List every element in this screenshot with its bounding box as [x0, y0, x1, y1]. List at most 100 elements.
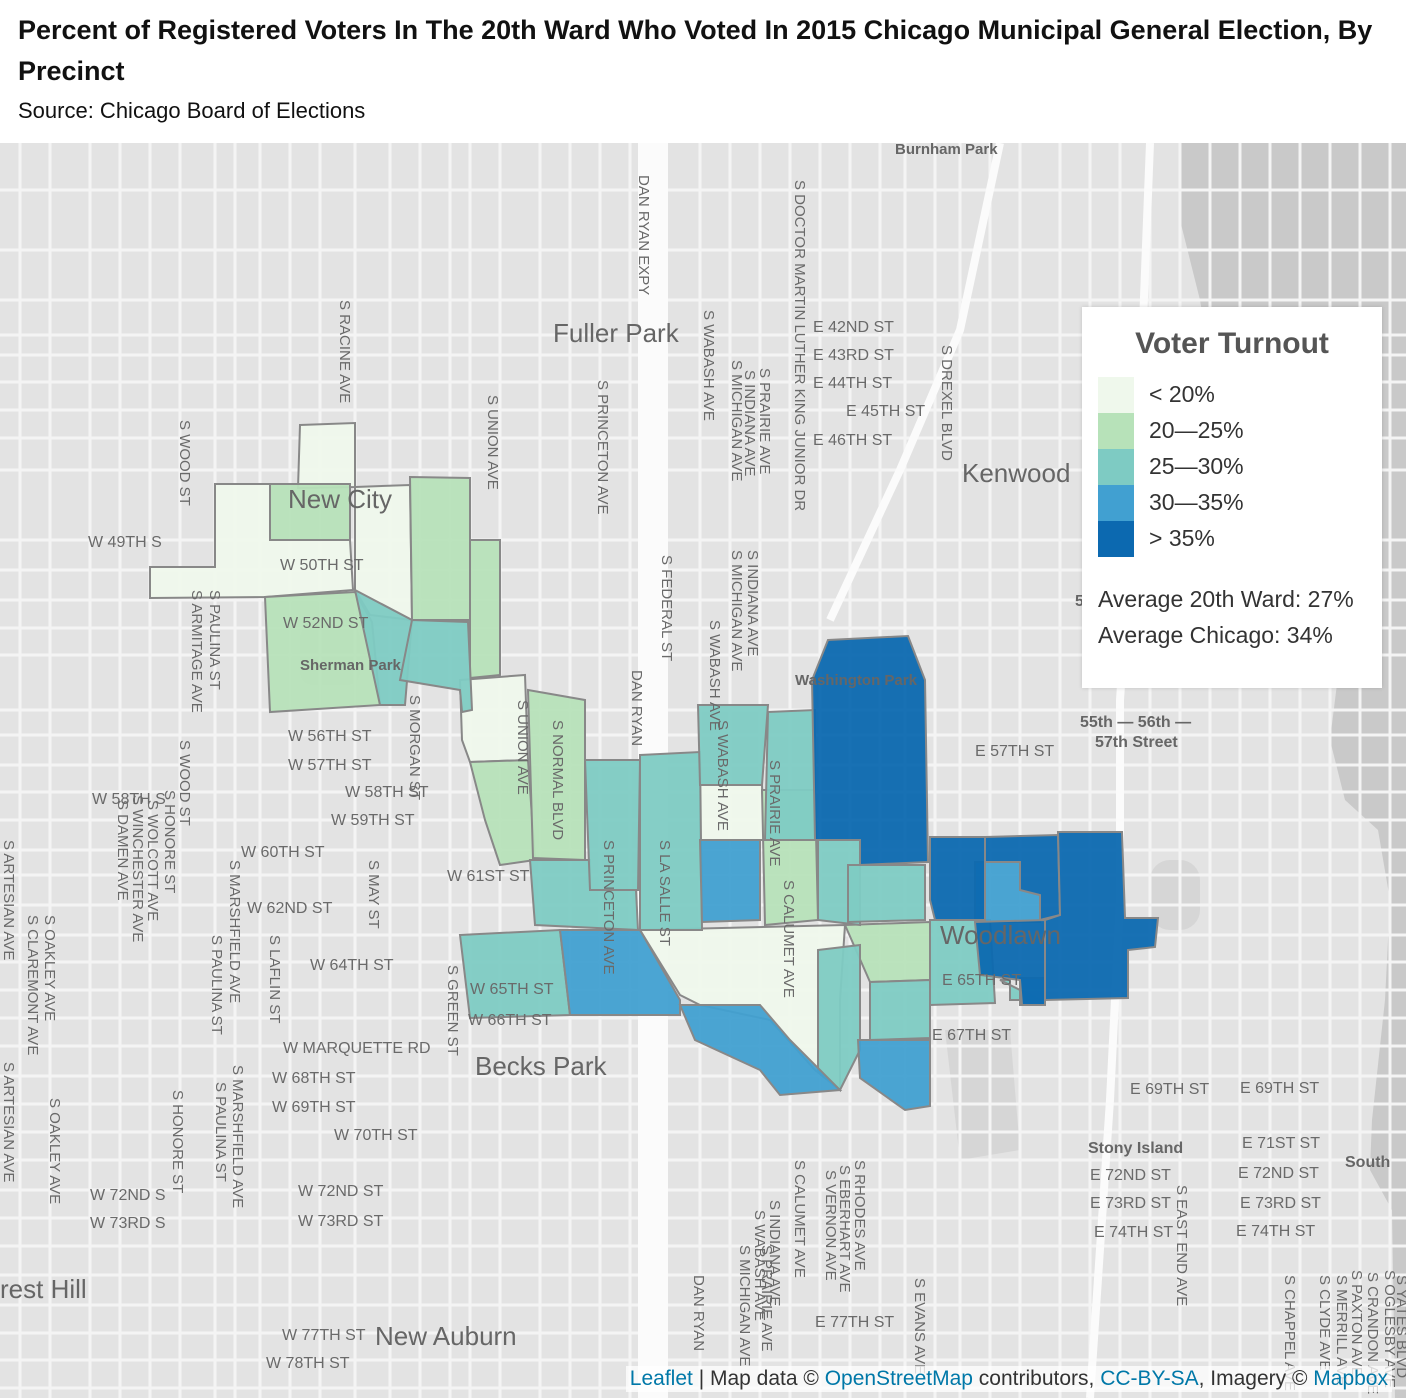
street-label: S YATES BLVD: [1393, 1275, 1406, 1378]
leaflet-link[interactable]: Leaflet: [629, 1367, 693, 1390]
place-label: Becks Park: [475, 1051, 607, 1081]
street-label: S EBERHART AVE: [836, 1165, 853, 1293]
street-label: S MAY ST: [365, 860, 382, 929]
legend-average-ward: Average 20th Ward: 27%: [1098, 586, 1354, 612]
street-label: S ARTESIAN AVE: [0, 840, 17, 960]
place-label: Sherman Park: [300, 657, 402, 674]
precinct[interactable]: [469, 539, 501, 680]
precinct[interactable]: [810, 634, 930, 867]
precinct[interactable]: [817, 943, 861, 1092]
place-label: rest Hill: [0, 1274, 87, 1304]
street-label: W 52ND ST: [283, 615, 369, 632]
street-label: E 69TH ST: [1130, 1081, 1209, 1098]
street-label: DAN RYAN EXPY: [635, 175, 652, 295]
attribution-text: contributors,: [972, 1367, 1101, 1390]
precinct[interactable]: [698, 839, 761, 924]
map-attribution: Leaflet | Map data © OpenStreetMap contr…: [625, 1366, 1392, 1392]
street-label: S MERRILL AVE: [1333, 1275, 1350, 1386]
precinct[interactable]: [408, 475, 471, 621]
street-label: S CLAREMONT AVE: [24, 915, 41, 1055]
attribution-text: | Map data ©: [692, 1367, 825, 1390]
street-label: S GREEN ST: [444, 965, 461, 1056]
precinct-layer[interactable]: [149, 421, 1160, 1112]
license-link[interactable]: CC-BY-SA: [1100, 1367, 1199, 1390]
page-title: Percent of Registered Voters In The 20th…: [18, 15, 1373, 86]
precinct[interactable]: [468, 758, 537, 867]
street-label: DAN RYAN: [628, 670, 645, 746]
street-label: E 71ST ST: [1242, 1135, 1320, 1152]
street-label: S WABASH AVE: [706, 620, 723, 731]
precinct[interactable]: [1044, 831, 1160, 1002]
street-label: S WOOD ST: [176, 420, 193, 506]
precinct[interactable]: [678, 1004, 843, 1097]
street-label: S HONORE ST: [169, 1090, 186, 1193]
precinct[interactable]: [398, 618, 474, 714]
street-label: S PRINCETON AVE: [594, 380, 611, 514]
attribution-text: , Imagery ©: [1198, 1367, 1314, 1390]
place-label: 57th Street: [1095, 734, 1178, 751]
street-label: DAN RYAN: [690, 1275, 707, 1351]
street-label: S CHAPPEL AVE: [1281, 1275, 1298, 1391]
precinct[interactable]: [639, 750, 704, 931]
map-container[interactable]: Fuller Park New City Kenwood Washington Par…: [0, 143, 1406, 1398]
street-label: S PRAIRIE AVE: [758, 1245, 775, 1351]
street-label: E 57TH ST: [975, 743, 1054, 760]
street-label: S MICHIGAN AVE: [728, 360, 745, 481]
street-label: S PRAIRIE AVE: [766, 760, 783, 866]
street-label: W 50TH ST: [280, 557, 364, 574]
legend-swatch: [1098, 485, 1134, 521]
precinct[interactable]: [353, 588, 414, 706]
precinct[interactable]: [583, 759, 642, 891]
street-label: S UNION AVE: [514, 700, 531, 795]
street-label: S OGLESBY AVE: [1381, 1270, 1398, 1388]
street-label: E 67TH ST: [932, 1027, 1011, 1044]
street-label: W 58TH S: [92, 791, 166, 808]
street-label: W 66TH ST: [468, 1012, 552, 1029]
street-label: S WOOD ST: [176, 740, 193, 826]
street-label: S CALUMET AVE: [791, 1160, 808, 1278]
street-label: S RACINE AVE: [336, 300, 353, 403]
street-label: S WABASH AVE: [751, 1210, 768, 1321]
street-label: S PAULINA ST: [208, 935, 225, 1035]
precinct[interactable]: [696, 704, 770, 786]
street-label: E 69TH ST: [1240, 1080, 1319, 1097]
legend-label: 20—25%: [1149, 417, 1244, 443]
street-label: W 64TH ST: [310, 957, 394, 974]
street-label: W 61ST ST: [447, 868, 530, 885]
street-label: W 65TH ST: [470, 981, 554, 998]
street-label: E 43RD ST: [813, 347, 894, 364]
street-label: S DOCTOR MARTIN LUTHER KING JUNIOR DR: [791, 180, 808, 511]
lagoon-area: [1150, 860, 1200, 930]
street-label: S DREXEL BLVD: [938, 345, 955, 461]
precinct[interactable]: [699, 784, 766, 841]
precinct[interactable]: [973, 918, 1046, 1006]
place-label: Washington Park: [795, 672, 918, 689]
street-label: S VERNON AVE: [822, 1170, 839, 1281]
precinct[interactable]: [929, 836, 986, 921]
street-label: S LAFLIN ST: [266, 935, 283, 1023]
precinct[interactable]: [458, 928, 572, 1020]
street-label: S UNION AVE: [484, 395, 501, 490]
mapbox-link[interactable]: Mapbox: [1313, 1367, 1388, 1390]
street-label: S HONORE ST: [161, 790, 178, 893]
openstreetmap-link[interactable]: OpenStreetMap: [824, 1367, 973, 1390]
street-label: S WABASH AVE: [700, 310, 717, 421]
street-label: S MICHIGAN AVE: [728, 550, 745, 671]
rail-line: [826, 143, 1004, 622]
street-label: W 59TH ST: [331, 812, 415, 829]
street-label: E 74TH ST: [1236, 1223, 1315, 1240]
precinct[interactable]: [269, 483, 351, 541]
precinct[interactable]: [296, 421, 356, 490]
street-label: W 57TH ST: [288, 757, 372, 774]
precinct[interactable]: [847, 864, 926, 924]
precinct[interactable]: [856, 1039, 931, 1112]
street-label: S MARSHFIELD AVE: [226, 860, 243, 1003]
street-label: S INDIANA AVE: [744, 550, 761, 656]
street-label: E 46TH ST: [813, 432, 892, 449]
legend-swatch: [1098, 449, 1134, 485]
place-label: Burnham Park: [895, 143, 998, 158]
street-label: E 45TH ST: [846, 403, 925, 420]
street-label: S OAKLEY AVE: [46, 1098, 63, 1204]
street-label: W 60TH ST: [241, 844, 325, 861]
precinct[interactable]: [869, 978, 931, 1042]
